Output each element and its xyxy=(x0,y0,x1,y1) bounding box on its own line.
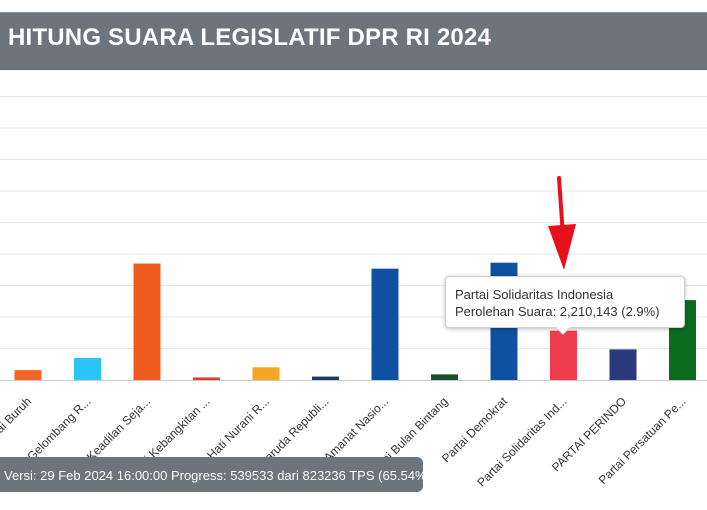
bar[interactable] xyxy=(193,377,220,380)
tooltip-party-name: Partai Solidaritas Indonesia xyxy=(455,287,614,302)
tooltip-votes: Perolehan Suara: 2,210,143 (2.9%) xyxy=(455,304,660,319)
bar[interactable] xyxy=(550,330,577,380)
bar[interactable] xyxy=(252,367,280,380)
bar[interactable] xyxy=(74,357,101,380)
bar[interactable] xyxy=(14,370,42,380)
chart-gridlines xyxy=(0,96,707,349)
page-title: HITUNG SUARA LEGISLATIF DPR RI 2024 xyxy=(8,24,492,51)
bar[interactable] xyxy=(371,268,399,380)
bar[interactable] xyxy=(431,374,458,380)
bar-tooltip: Partai Solidaritas Indonesia Perolehan S… xyxy=(445,276,685,328)
bar[interactable] xyxy=(133,263,161,380)
bar[interactable] xyxy=(312,376,339,380)
bar[interactable] xyxy=(609,349,637,380)
red-arrow-annotation xyxy=(548,176,576,270)
status-bar: Versi: 29 Feb 2024 16:00:00 Progress: 53… xyxy=(0,457,431,492)
x-tick-label: Partai Buruh xyxy=(0,394,34,451)
page-header: HITUNG SUARA LEGISLATIF DPR RI 2024 xyxy=(0,12,707,70)
